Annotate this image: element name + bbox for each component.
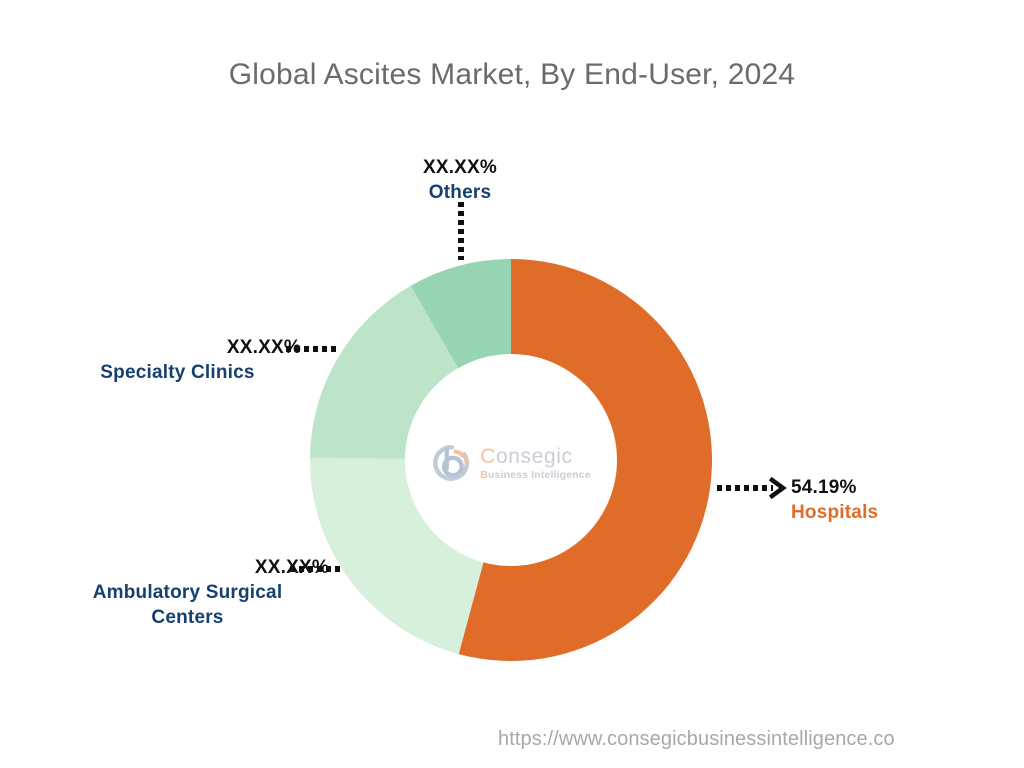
donut-chart — [310, 259, 712, 661]
leader-line-ambulatory-surgical-centers — [290, 566, 340, 572]
arrow-right-icon — [769, 477, 787, 499]
leader-line-hospitals — [717, 485, 773, 491]
leader-line-others — [458, 202, 464, 260]
source-url[interactable]: https://www.consegicbusinessintelligence… — [498, 728, 895, 750]
slice-label-specialty-clinics: XX.XX% Specialty Clinics — [56, 337, 301, 384]
slice-value-others: XX.XX% — [422, 157, 498, 178]
slice-value-specialty-clinics: XX.XX% — [226, 337, 301, 358]
slice-label-ambulatory-surgical-centers: XX.XX% Ambulatory Surgical Centers — [46, 557, 329, 629]
slice-value-hospitals: 54.19% — [791, 477, 857, 498]
slice-name-specialty-clinics: Specialty Clinics — [100, 362, 255, 383]
leader-line-specialty-clinics — [286, 346, 336, 352]
slice-label-hospitals: 54.19% Hospitals — [791, 477, 878, 524]
donut-chart-svg — [310, 259, 712, 661]
slice-name-others: Others — [428, 182, 492, 203]
slice-value-ambulatory-surgical-centers: XX.XX% — [254, 557, 329, 578]
slice-name-ambulatory-surgical-centers-line1: Ambulatory Surgical — [92, 582, 283, 603]
page-title: Global Ascites Market, By End-User, 2024 — [228, 58, 796, 91]
slice-name-hospitals: Hospitals — [791, 502, 879, 523]
donut-hole — [405, 354, 617, 566]
slice-label-others: XX.XX% Others — [380, 157, 540, 204]
slice-name-ambulatory-surgical-centers-line2: Centers — [151, 607, 224, 628]
